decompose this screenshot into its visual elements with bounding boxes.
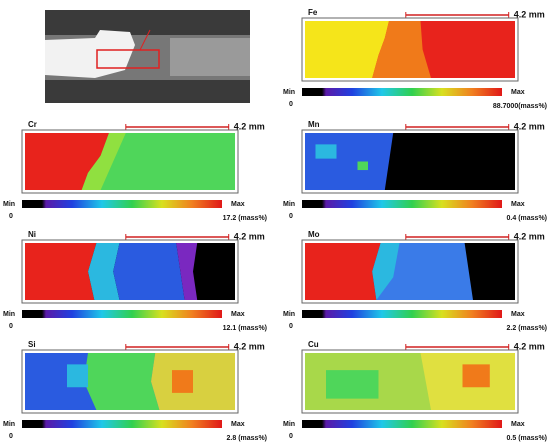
element-label: Mn — [308, 120, 320, 129]
max-value: 17.2 (mass%) — [223, 215, 267, 222]
map-region — [25, 243, 96, 300]
max-value: 12.1 (mass%) — [223, 325, 267, 332]
min-label: Min — [3, 311, 15, 318]
element-label: Fe — [308, 8, 318, 17]
map-region — [67, 364, 88, 387]
min-label: Min — [3, 201, 15, 208]
min-label: Min — [3, 421, 15, 428]
max-value: 0.5 (mass%) — [507, 435, 547, 442]
max-value: 88.7000(mass%) — [493, 103, 547, 110]
map-region — [358, 162, 369, 171]
map-region — [305, 133, 393, 190]
map-region — [463, 364, 490, 387]
element-label: Ni — [28, 230, 36, 239]
map-region — [316, 144, 337, 158]
max-label: Max — [231, 311, 245, 318]
figure: Fe4.2 mmMinMax088.7000(mass%)Cr4.2 mmMin… — [0, 0, 556, 444]
min-label: Min — [283, 201, 295, 208]
map-region — [326, 370, 379, 399]
color-bar — [302, 310, 502, 318]
max-label: Max — [511, 311, 525, 318]
map-region — [84, 353, 160, 410]
color-bar — [22, 200, 222, 208]
min-value: 0 — [289, 433, 293, 440]
max-label: Max — [511, 89, 525, 96]
min-label: Min — [283, 311, 295, 318]
min-value: 0 — [9, 433, 13, 440]
element-label: Mo — [308, 230, 320, 239]
max-value: 2.2 (mass%) — [507, 325, 547, 332]
max-value: 0.4 (mass%) — [507, 215, 547, 222]
max-label: Max — [231, 421, 245, 428]
min-value: 0 — [9, 213, 13, 220]
max-label: Max — [231, 201, 245, 208]
map-region — [172, 370, 193, 393]
color-bar — [302, 200, 502, 208]
map-region — [113, 243, 184, 300]
element-label: Cr — [28, 120, 37, 129]
max-label: Max — [511, 201, 525, 208]
sample-photo — [45, 10, 250, 103]
color-bar — [302, 88, 502, 96]
element-label: Cu — [308, 340, 319, 349]
min-label: Min — [283, 89, 295, 96]
min-value: 0 — [289, 323, 293, 330]
max-label: Max — [511, 421, 525, 428]
min-label: Min — [283, 421, 295, 428]
min-value: 0 — [289, 101, 293, 108]
element-label: Si — [28, 340, 36, 349]
map-region — [305, 243, 381, 300]
min-value: 0 — [9, 323, 13, 330]
min-value: 0 — [289, 213, 293, 220]
color-bar — [302, 420, 502, 428]
color-bar — [22, 420, 222, 428]
color-bar — [22, 310, 222, 318]
max-value: 2.8 (mass%) — [227, 435, 267, 442]
